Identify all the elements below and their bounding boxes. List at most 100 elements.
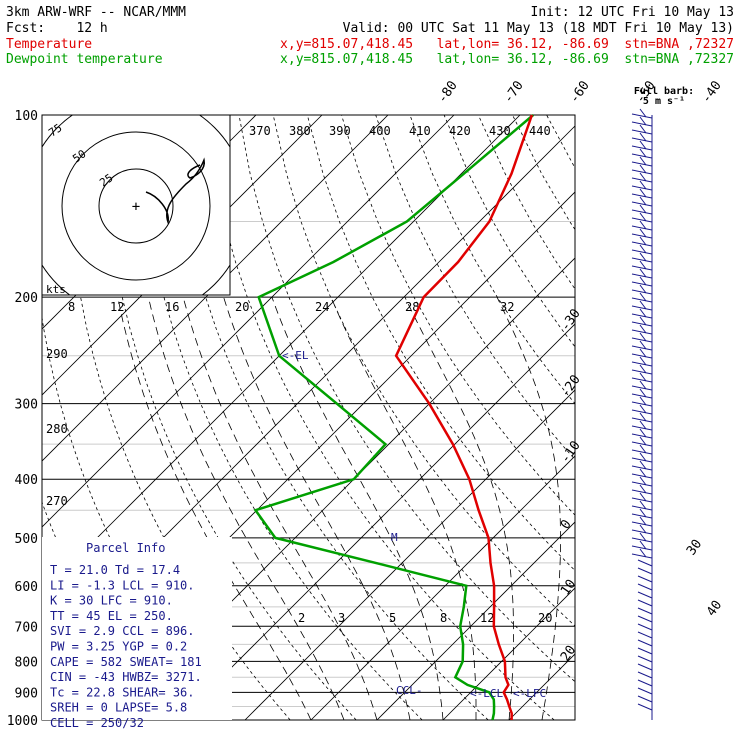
mixing-ratio-top-28: 28 [405, 300, 419, 314]
wind-barb [631, 361, 653, 367]
wind-barb-tick [639, 484, 647, 494]
wind-barb [631, 521, 653, 527]
mixing-ratio-bottom-5: 5 [389, 611, 396, 625]
dry-adiabat-380 [477, 115, 575, 290]
wind-barb [631, 289, 653, 295]
wind-barb-tick [639, 108, 647, 118]
wind-barb [637, 623, 653, 631]
dry-adiabat-320 [272, 115, 575, 627]
wind-barb-tick [639, 428, 647, 438]
hodograph-center-mark: + [132, 199, 140, 215]
pressure-label-200: 200 [15, 291, 38, 306]
mixing-ratio-top-8: 8 [68, 300, 75, 314]
dry-adiabat-360 [409, 115, 575, 405]
dry-adiabat-370 [443, 115, 575, 348]
wind-barb [631, 321, 653, 327]
forecast-hour: Fcst: 12 h [6, 21, 108, 36]
dry-adiabat-390 [512, 115, 575, 231]
wind-barb-tick [639, 372, 647, 382]
wind-barb-tick [639, 164, 647, 174]
wind-barb [631, 137, 653, 143]
mixing-ratio-labels: 8 12 16 20 24 28 32 2 3 5 8 12 20 [68, 300, 552, 625]
hodograph-label-50: 50 [70, 147, 88, 165]
wind-barb-tick [639, 284, 647, 294]
wind-barb-tick [639, 476, 647, 486]
wind-barb-tick [639, 268, 647, 278]
wind-barb [637, 655, 653, 663]
mixing-ratio-bottom-3: 3 [338, 611, 345, 625]
temperature-label--40: -40 [699, 78, 725, 106]
parcel-info-row: CELL = 250/32 [50, 716, 144, 730]
hodograph: 75 50 25 + kts [41, 114, 231, 296]
wind-barb-tick [639, 140, 647, 150]
init-time: Init: 12 UTC Fri 10 May 13 [531, 5, 735, 20]
dry-adiabat-340 [341, 115, 575, 516]
moist-adiabat--10 [117, 297, 312, 720]
isotherm--20 [244, 389, 575, 720]
wind-barb-tick [639, 292, 647, 302]
wind-barb-tick [639, 116, 647, 126]
parcel-info-row: SREH = 0 LAPSE= 5.8 [50, 701, 187, 715]
dry-adiabat-430 [649, 115, 740, 720]
isotherm-0 [376, 521, 575, 720]
wind-barb [631, 281, 653, 287]
wind-barb [631, 369, 653, 375]
thermo-grid [42, 115, 740, 720]
isotherm-10 [442, 587, 575, 720]
parcel-info-row: CAPE = 582 SWEAT= 181 [50, 655, 202, 669]
mixing-ratio-top-24: 24 [315, 300, 329, 314]
temperature-label--60: -60 [567, 78, 593, 106]
wind-barb-tick [639, 236, 647, 246]
ccl-marker: CCL- [396, 684, 423, 697]
theta-e-label-430: 430 [489, 124, 511, 138]
isotherm--90 [42, 115, 389, 462]
wind-barb [637, 591, 653, 599]
parcel-info-rows: T = 21.0 Td = 17.4LI = -1.3 LCL = 910. K … [50, 563, 202, 730]
temperature-label-0: 0 [558, 517, 575, 532]
wind-barb [637, 583, 653, 591]
wind-barb [631, 505, 653, 511]
wind-barb [631, 481, 653, 487]
temperature-label-30: 30 [684, 537, 705, 558]
wind-barb-tick [639, 196, 647, 206]
wind-barb [631, 161, 653, 167]
temperature-label--20: -20 [558, 372, 584, 400]
wind-barb-tick [639, 548, 647, 558]
wind-barb [631, 233, 653, 239]
wind-barb-tick [639, 444, 647, 454]
wind-barb [631, 201, 653, 207]
wind-barb [637, 599, 653, 607]
el-marker: <-EL [282, 349, 309, 362]
sounding-annotations: <-EL <-LCL <-LFC CCL- M [282, 349, 546, 700]
wind-barb [631, 425, 653, 431]
wind-barb-tick [639, 212, 647, 222]
wind-barb-tick [639, 156, 647, 166]
model-title: 3km ARW-WRF -- NCAR/MMM [6, 5, 186, 20]
wind-barb-tick [639, 508, 647, 518]
wind-barb [631, 529, 653, 535]
wind-barb [637, 703, 653, 711]
mixing-ratio-top-20: 20 [235, 300, 249, 314]
hodograph-label-75: 75 [46, 121, 64, 139]
hodograph-label-25: 25 [97, 171, 115, 189]
wind-barb [631, 537, 653, 543]
lfc-marker: <-LFC [513, 687, 546, 700]
parcel-info-row: T = 21.0 Td = 17.4 [50, 563, 180, 577]
moist-adiabat-30 [574, 718, 575, 720]
dry-adiabat-350 [375, 115, 575, 461]
dewpoint-location-info: x,y=815.07,418.45 lat,lon= 36.12, -86.69… [280, 52, 734, 67]
moist-adiabat-25 [496, 296, 562, 720]
wind-barb [631, 193, 653, 199]
wind-barb [631, 417, 653, 423]
isotherm-30 [574, 719, 575, 720]
hodograph-ring-50 [61, 131, 211, 281]
wind-barb-tick [639, 204, 647, 214]
theta-label-left-270: 270 [46, 494, 68, 508]
isotherm-40 [641, 115, 740, 720]
wind-barb [631, 457, 653, 463]
dry-adiabat-290 [170, 115, 489, 720]
wind-barb-tick [639, 396, 647, 406]
wind-barb [631, 353, 653, 359]
mixing-ratio-bottom-12: 12 [480, 611, 494, 625]
